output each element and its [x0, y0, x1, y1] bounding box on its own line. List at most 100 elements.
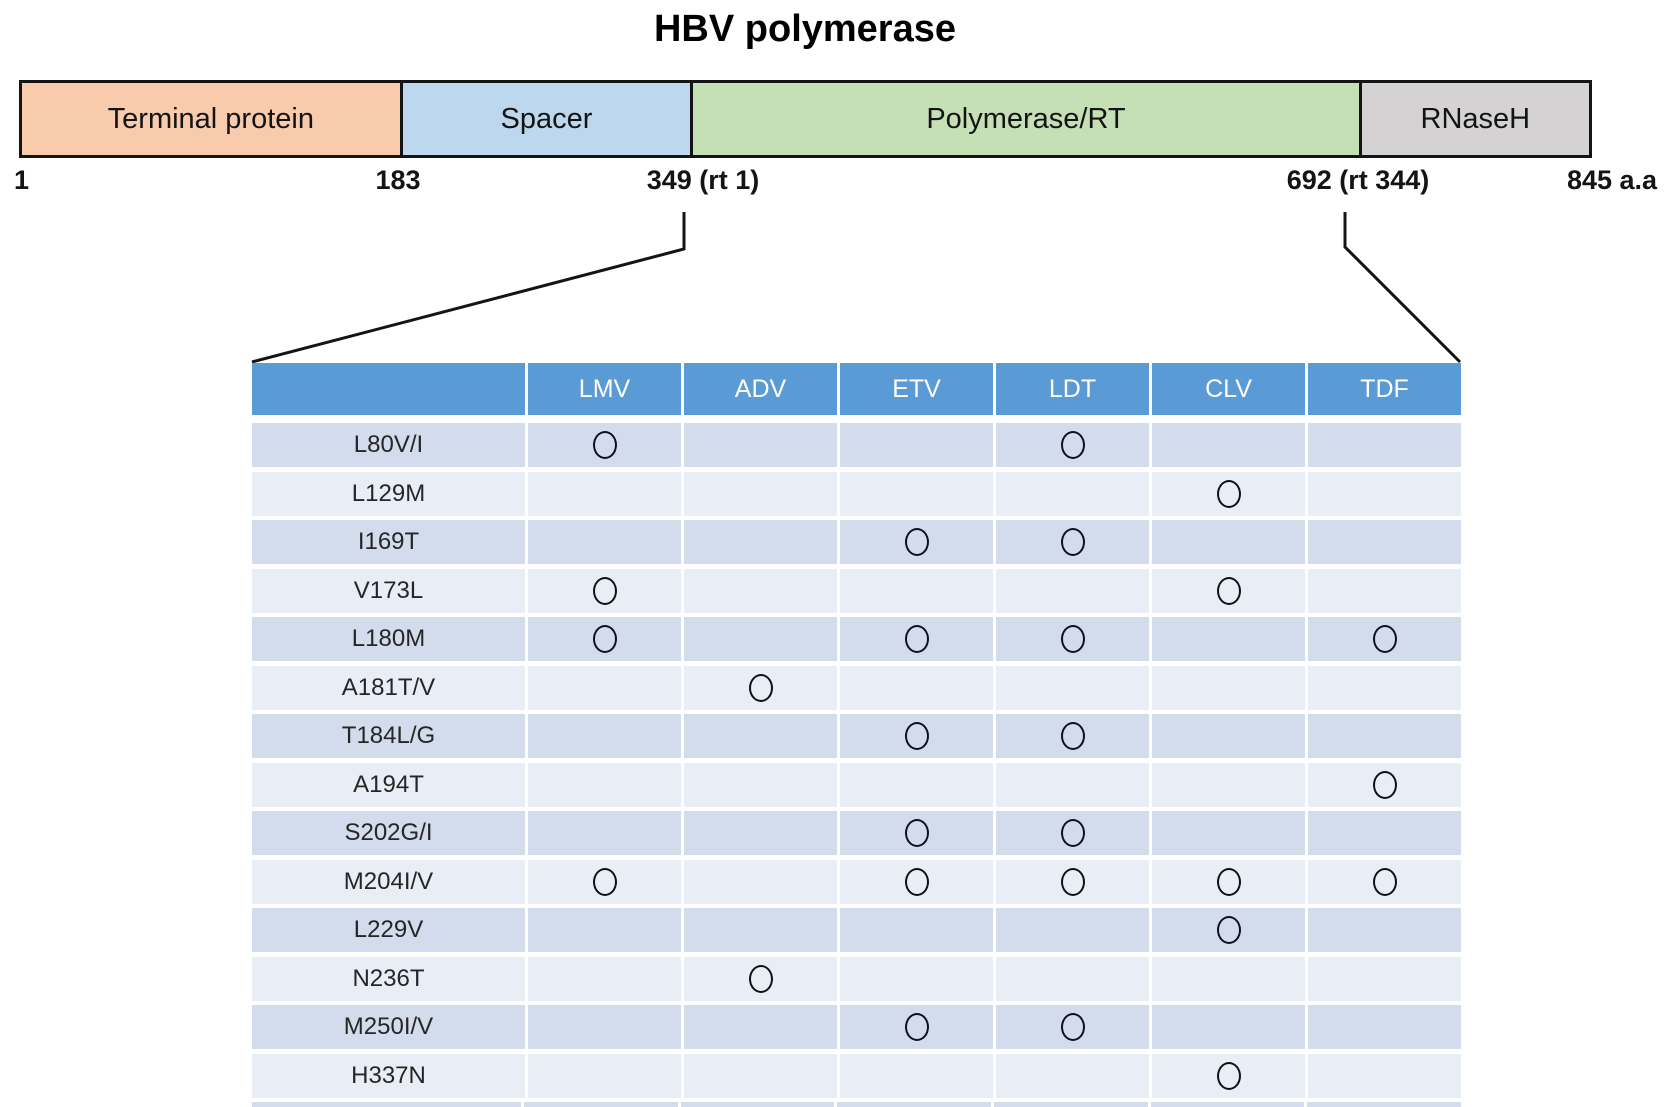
partial-cell — [520, 1102, 678, 1107]
resistance-cell-ldt — [993, 520, 1149, 564]
resistance-marker-circle — [748, 964, 773, 993]
resistance-marker-circle — [1216, 1061, 1241, 1090]
column-header-clv: CLV — [1149, 363, 1305, 415]
resistance-cell-etv — [837, 762, 993, 807]
resistance-cell-ldt — [993, 859, 1149, 904]
resistance-cell-tdf — [1305, 762, 1461, 807]
resistance-marker-circle — [1216, 867, 1241, 896]
partial-cell — [677, 1102, 835, 1107]
resistance-cell-lmv — [525, 568, 681, 613]
resistance-marker-circle — [1216, 576, 1241, 605]
resistance-cell-clv — [1149, 956, 1305, 1001]
resistance-cell-ldt — [993, 956, 1149, 1001]
resistance-cell-lmv — [525, 908, 681, 952]
resistance-cell-adv — [681, 617, 837, 661]
table-row-l80v-i: L80V/I — [252, 423, 1461, 467]
resistance-marker-circle — [904, 819, 929, 847]
domain-segment-rnaseh: RNaseH — [1358, 83, 1589, 155]
resistance-cell-clv — [1149, 423, 1305, 467]
domain-label: Spacer — [500, 102, 593, 135]
resistance-cell-tdf — [1305, 665, 1461, 710]
mutation-label: T184L/G — [252, 714, 525, 758]
resistance-cell-ldt — [993, 471, 1149, 516]
resistance-marker-circle — [748, 673, 773, 702]
table-row-t184l-g: T184L/G — [252, 714, 1461, 758]
column-header-lmv: LMV — [525, 363, 681, 415]
table-row-i169t: I169T — [252, 520, 1461, 564]
resistance-marker-circle — [1060, 625, 1085, 653]
domain-label: RNaseH — [1420, 102, 1531, 135]
scale-label-349: 349 (rt 1) — [646, 165, 760, 195]
resistance-cell-tdf — [1305, 471, 1461, 516]
resistance-marker-circle — [1216, 916, 1241, 944]
header-mutation-column — [252, 363, 525, 415]
resistance-cell-ldt — [993, 568, 1149, 613]
resistance-marker-circle — [904, 625, 929, 653]
table-row-n236t: N236T — [252, 956, 1461, 1001]
resistance-cell-etv — [837, 471, 993, 516]
resistance-table: LMV ADV ETV LDT CLV TDF L80V/I L129M I169T V173L… — [252, 363, 1461, 1107]
mutation-label: A194T — [252, 762, 525, 807]
resistance-cell-etv — [837, 423, 993, 467]
table-row-h337n: H337N — [252, 1053, 1461, 1098]
resistance-cell-ldt — [993, 665, 1149, 710]
mutation-label: S202G/I — [252, 811, 525, 855]
column-header-adv: ADV — [681, 363, 837, 415]
scale-label-845-aa: 845 a.a — [1566, 165, 1658, 195]
mutation-label: V173L — [252, 568, 525, 613]
scale-label-1: 1 — [14, 165, 30, 195]
resistance-cell-lmv — [525, 617, 681, 661]
resistance-marker-circle — [1060, 1013, 1085, 1041]
resistance-cell-adv — [681, 423, 837, 467]
resistance-cell-tdf — [1305, 1005, 1461, 1049]
resistance-cell-ldt — [993, 811, 1149, 855]
resistance-cell-lmv — [525, 762, 681, 807]
resistance-marker-circle — [904, 1013, 929, 1041]
resistance-marker-circle — [592, 576, 617, 605]
resistance-cell-tdf — [1305, 617, 1461, 661]
resistance-marker-circle — [1060, 431, 1085, 459]
scale-label-183: 183 — [375, 165, 421, 195]
resistance-cell-etv — [837, 859, 993, 904]
domain-segment-spacer: Spacer — [399, 83, 691, 155]
resistance-cell-ldt — [993, 1053, 1149, 1098]
resistance-cell-etv — [837, 520, 993, 564]
resistance-marker-circle — [904, 867, 929, 896]
mutation-label: L229V — [252, 908, 525, 952]
resistance-cell-ldt — [993, 908, 1149, 952]
mutation-label: H337N — [252, 1053, 525, 1098]
table-row-m204i-v: M204I/V — [252, 859, 1461, 904]
partial-cell — [252, 1102, 521, 1107]
figure-title: HBV polymerase — [653, 8, 956, 50]
resistance-cell-etv — [837, 617, 993, 661]
resistance-marker-circle — [1372, 625, 1397, 653]
resistance-cell-clv — [1149, 908, 1305, 952]
mutation-label: N236T — [252, 956, 525, 1001]
resistance-cell-adv — [681, 908, 837, 952]
resistance-cell-clv — [1149, 762, 1305, 807]
resistance-cell-tdf — [1305, 1053, 1461, 1098]
resistance-marker-circle — [904, 722, 929, 750]
resistance-cell-adv — [681, 859, 837, 904]
resistance-cell-lmv — [525, 665, 681, 710]
table-row-v173l: V173L — [252, 568, 1461, 613]
resistance-cell-tdf — [1305, 714, 1461, 758]
resistance-marker-circle — [1060, 819, 1085, 847]
mutation-label: A181T/V — [252, 665, 525, 710]
partial-cell — [1147, 1102, 1305, 1107]
resistance-cell-tdf — [1305, 956, 1461, 1001]
partial-cell — [990, 1102, 1148, 1107]
resistance-cell-adv — [681, 714, 837, 758]
partial-cell — [1304, 1102, 1461, 1107]
resistance-cell-clv — [1149, 665, 1305, 710]
domain-label: Terminal protein — [107, 102, 314, 135]
resistance-cell-clv — [1149, 1053, 1305, 1098]
resistance-cell-lmv — [525, 714, 681, 758]
resistance-marker-circle — [592, 431, 617, 459]
table-row-s202g-i: S202G/I — [252, 811, 1461, 855]
mutation-label: L129M — [252, 471, 525, 516]
resistance-cell-etv — [837, 811, 993, 855]
scale-label-692: 692 (rt 344) — [1286, 165, 1430, 195]
resistance-cell-ldt — [993, 714, 1149, 758]
